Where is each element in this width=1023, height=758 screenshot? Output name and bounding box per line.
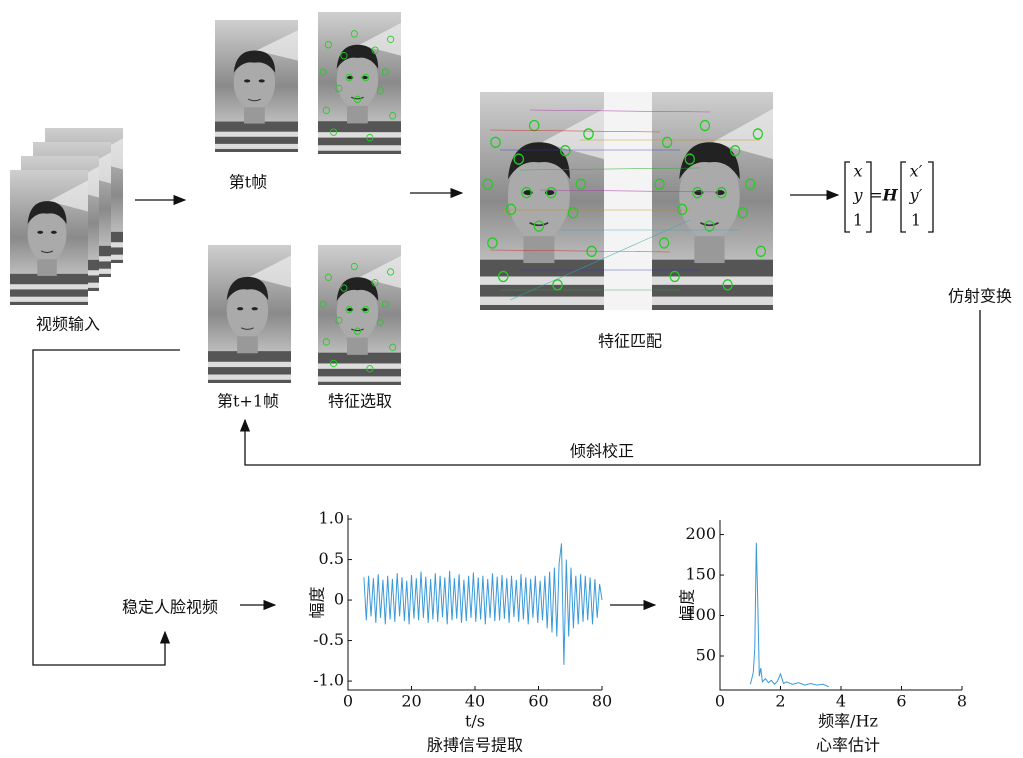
chart-caption: 心率估计 bbox=[816, 736, 880, 755]
input-label: 视频输入 bbox=[36, 315, 100, 334]
x-tick-label: 20 bbox=[401, 692, 421, 711]
x-axis-label: 频率/Hz bbox=[818, 712, 878, 731]
y-tick-label: 50 bbox=[696, 646, 716, 665]
y-axis-label: 幅度 bbox=[308, 586, 327, 618]
x-tick-label: 2 bbox=[775, 692, 785, 711]
x-tick-label: 6 bbox=[896, 692, 906, 711]
affine-label: 仿射变换 bbox=[948, 287, 1012, 306]
formula-matrix: H bbox=[881, 186, 898, 205]
x-tick-label: 4 bbox=[836, 692, 846, 711]
x-tick-label: 0 bbox=[343, 692, 353, 711]
y-tick-label: -0.5 bbox=[313, 630, 344, 649]
frame-t1-label: 第t+1帧 bbox=[217, 392, 279, 411]
signal-line bbox=[364, 543, 602, 665]
chart-caption: 脉搏信号提取 bbox=[427, 736, 523, 755]
formula-term: x bbox=[853, 162, 862, 181]
formula: x y 1 = H x′ y′ 1 bbox=[845, 162, 933, 233]
formula-term: y′ bbox=[909, 186, 923, 205]
x-tick-label: 80 bbox=[592, 692, 612, 711]
stable-label: 稳定人脸视频 bbox=[122, 598, 218, 617]
x-tick-label: 40 bbox=[465, 692, 485, 711]
diagram: 视频输入 第t帧 第t+1帧 特征选取 特征匹配 x y 1 = H x′ y′… bbox=[0, 0, 1023, 758]
y-tick-label: 1.0 bbox=[319, 509, 344, 528]
frame-t-label: 第t帧 bbox=[229, 173, 267, 192]
x-tick-label: 60 bbox=[528, 692, 548, 711]
formula-term: x′ bbox=[910, 162, 923, 181]
feature-label: 特征选取 bbox=[328, 392, 392, 411]
y-tick-label: 0.5 bbox=[319, 549, 344, 568]
formula-term: 1 bbox=[911, 211, 921, 230]
y-tick-label: 0 bbox=[334, 590, 344, 609]
x-tick-label: 8 bbox=[957, 692, 967, 711]
y-tick-label: -1.0 bbox=[313, 671, 344, 690]
match-label: 特征匹配 bbox=[598, 332, 662, 351]
y-tick-label: 150 bbox=[685, 565, 716, 584]
signal-line bbox=[750, 543, 829, 687]
formula-term: 1 bbox=[853, 211, 863, 230]
y-tick-label: 200 bbox=[685, 524, 716, 543]
y-axis-label: 幅度 bbox=[678, 589, 697, 621]
formula-term: y bbox=[852, 186, 863, 205]
x-tick-label: 0 bbox=[715, 692, 725, 711]
x-axis-label: t/s bbox=[465, 712, 485, 731]
correction-label: 倾斜校正 bbox=[570, 442, 634, 461]
formula-equals: = bbox=[869, 186, 882, 205]
